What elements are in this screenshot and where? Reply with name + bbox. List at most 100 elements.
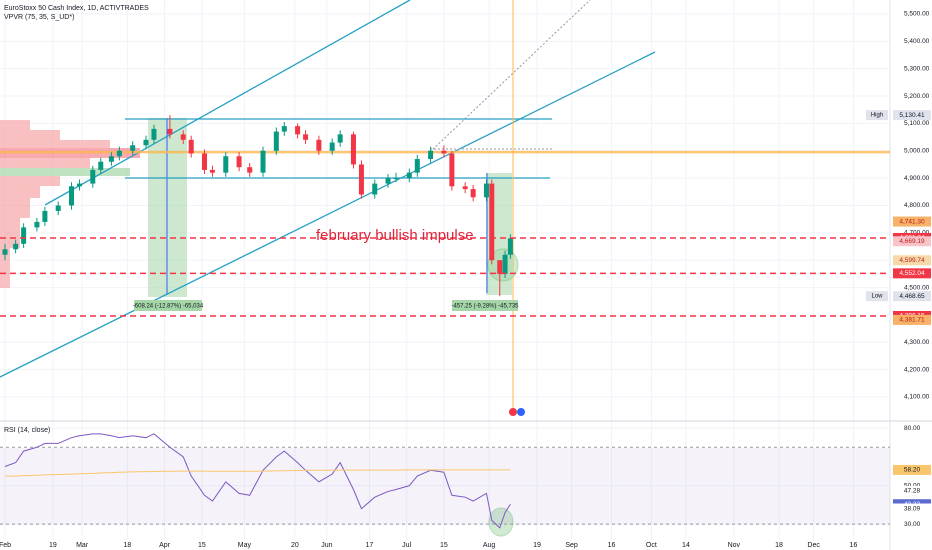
candle-body [90, 169, 96, 184]
candle-body [337, 134, 343, 143]
price-label: 38.09 [904, 505, 921, 512]
y-tick-label: 5,500.00 [904, 11, 930, 18]
y-tick-label: 4,200.00 [904, 366, 930, 373]
candle-body [303, 134, 309, 140]
price-tag: High [871, 113, 883, 119]
candle-body [316, 139, 322, 151]
y-tick-label: 80.00 [904, 425, 921, 432]
y-tick-label: 30.00 [904, 521, 921, 528]
measure-label: -608.24 (-12.87%) -65,034 [133, 304, 204, 310]
measure-label-bg [452, 300, 518, 311]
candle-body [223, 156, 229, 173]
y-tick-label: 4,300.00 [904, 339, 930, 346]
price-label: 4,599.74 [899, 257, 925, 264]
channel-line [0, 51, 656, 378]
candle-body [209, 169, 215, 173]
price-label: 4,552.04 [899, 270, 925, 277]
candle-body [406, 172, 412, 179]
highlight [488, 507, 514, 537]
y-tick-label: 50.00 [904, 482, 921, 489]
price-label-bg [893, 216, 931, 227]
candle-body [167, 128, 173, 135]
candle-body [69, 186, 74, 206]
candle-body [42, 210, 48, 222]
candle-body [295, 126, 301, 135]
candle-body [188, 139, 194, 154]
y-tick-label: 5,100.00 [904, 120, 930, 127]
volume-profile [0, 120, 140, 288]
x-tick-label: 20 [291, 542, 299, 549]
x-tick-label: Oct [646, 542, 657, 549]
rsi-title: RSI (14, close) [4, 427, 50, 434]
candle-body [462, 186, 468, 190]
candle-body [350, 134, 356, 165]
x-tick-label: Dec [807, 542, 820, 549]
candle-body [414, 158, 420, 173]
x-tick-label: Mar [76, 542, 89, 549]
candle-body [98, 161, 104, 170]
trend-line [429, 0, 591, 153]
price-label-bg [893, 314, 931, 325]
rsi-line [4, 433, 511, 529]
candle-body [247, 167, 253, 173]
x-tick-label: 14 [682, 542, 690, 549]
x-tick-label: Aug [483, 542, 496, 549]
y-tick-label: 5,400.00 [904, 38, 930, 45]
price-label: 4,669.19 [899, 238, 925, 245]
x-tick-label: Apr [159, 542, 171, 549]
x-tick-label: 15 [440, 542, 448, 549]
price-label-bg [893, 464, 931, 475]
y-tick-label: 5,300.00 [904, 65, 930, 72]
candle-body [2, 249, 8, 255]
candle-body [202, 153, 207, 170]
x-tick-label: Sep [565, 542, 578, 549]
candle-body [329, 142, 335, 151]
candle-body [55, 205, 61, 211]
candle-body [21, 227, 27, 244]
price-label: 4,468.65 [899, 293, 925, 300]
candle-body [236, 156, 242, 168]
x-tick-label: 19 [533, 542, 541, 549]
price-label-bg [893, 485, 931, 496]
price-label: 58.20 [904, 467, 921, 474]
candle-body [385, 178, 391, 184]
candle-body [13, 243, 19, 250]
price-tag: Low [871, 294, 883, 300]
candle-body [34, 221, 40, 228]
event-icon[interactable] [517, 408, 525, 416]
price-label-bg [893, 255, 931, 266]
measure-label-bg [134, 300, 202, 311]
price-label: 5,130.41 [899, 112, 925, 119]
x-tick-label: 19 [49, 542, 57, 549]
rsi-band [0, 448, 890, 524]
y-tick-label: 5,200.00 [904, 93, 930, 100]
x-tick-label: 16 [608, 542, 616, 549]
x-tick-label: 16 [850, 542, 858, 549]
candle-body [116, 150, 122, 157]
candle-body [489, 183, 495, 261]
candle-body [108, 156, 114, 162]
rsi-line [5, 469, 511, 477]
candle-body [483, 183, 489, 198]
channel-line [44, 0, 411, 206]
annotation: february bullish impulse [316, 227, 474, 244]
x-tick-label: May [238, 542, 252, 549]
candle-body [180, 134, 186, 140]
candle-body [428, 150, 434, 159]
price-label-bg [893, 268, 931, 279]
y-tick-label: 5,000.00 [904, 147, 930, 154]
candle-body [470, 189, 476, 198]
y-tick-label: 4,800.00 [904, 202, 930, 209]
candle-body [281, 126, 287, 132]
x-tick-label: 18 [775, 542, 783, 549]
event-icon[interactable] [509, 408, 517, 416]
candle-body [143, 139, 149, 146]
x-tick-label: Jul [402, 542, 411, 549]
y-tick-label: 4,100.00 [904, 394, 930, 401]
chart-title: EuroStoxx 50 Cash Index, 1D, ACTIVTRADES [4, 5, 149, 12]
x-tick-label: Feb [0, 542, 11, 549]
price-label-bg [893, 503, 931, 514]
candle-body [76, 183, 82, 187]
price-label: 4,381.71 [899, 317, 925, 324]
candle-body [441, 150, 447, 154]
